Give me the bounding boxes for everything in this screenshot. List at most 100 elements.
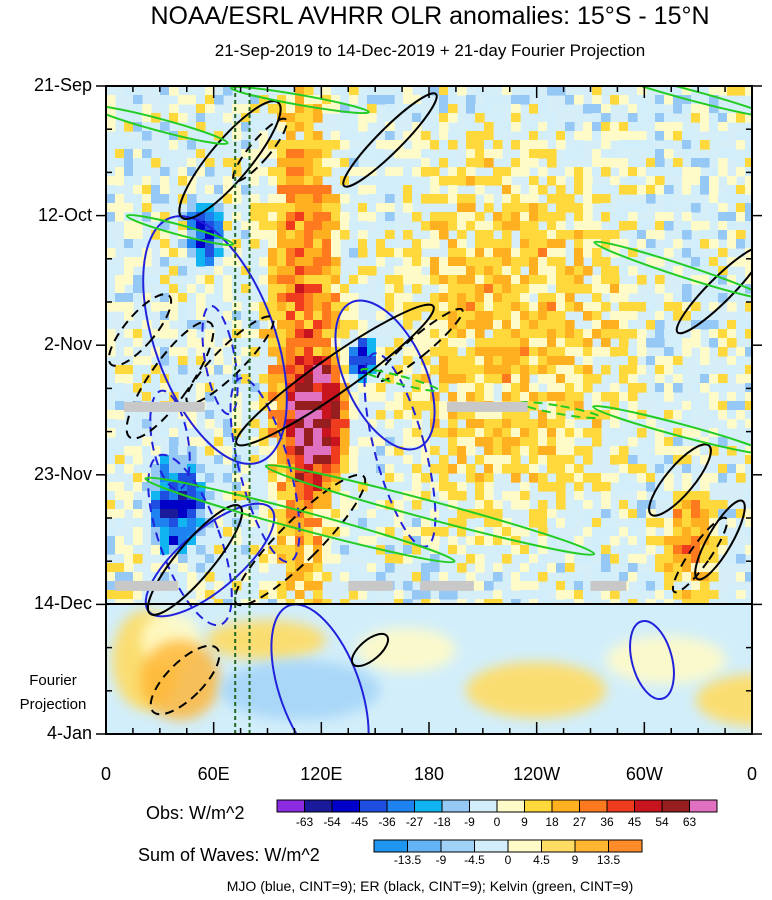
obs-cell (628, 563, 638, 573)
obs-cell (160, 482, 170, 492)
obs-cell (511, 599, 521, 604)
obs-cell (151, 212, 161, 222)
obs-cell (610, 266, 620, 276)
obs-cell (151, 365, 161, 375)
obs-cell (466, 221, 476, 231)
obs-cell (565, 518, 575, 528)
obs-cell (430, 275, 440, 285)
obs-cell (286, 113, 296, 123)
obs-cell (493, 95, 503, 105)
obs-cell (160, 419, 170, 429)
obs-cell (709, 167, 719, 177)
obs-cell (484, 491, 494, 501)
obs-cell (628, 599, 638, 604)
obs-cell (457, 518, 467, 528)
obs-cell (385, 374, 395, 384)
obs-cell (313, 455, 323, 465)
obs-cell (187, 482, 197, 492)
er-contour (342, 92, 438, 188)
obs-cell (592, 230, 602, 240)
obs-cell (565, 455, 575, 465)
obs-cell (412, 284, 422, 294)
obs-cell (160, 311, 170, 321)
obs-cell (295, 509, 305, 519)
obs-cell (187, 599, 197, 604)
obs-cell (520, 491, 530, 501)
obs-cell (556, 392, 566, 402)
obs-cell (619, 302, 629, 312)
obs-cell (142, 293, 152, 303)
obs-cell (115, 365, 125, 375)
obs-cell (547, 194, 557, 204)
obs-cell (520, 203, 530, 213)
mjo-contour (270, 603, 370, 734)
obs-cell (655, 320, 665, 330)
obs-cell (646, 500, 656, 510)
obs-cell (610, 122, 620, 132)
obs-cell (628, 518, 638, 528)
obs-cell (214, 95, 224, 105)
obs-cell (421, 518, 431, 528)
obs-cell (268, 509, 278, 519)
obs-cell (322, 221, 332, 231)
obs-cell (466, 572, 476, 582)
obs-cell (709, 113, 719, 123)
obs-cell (439, 140, 449, 150)
obs-cell (664, 599, 674, 604)
obs-cell (277, 365, 287, 375)
obs-cell (340, 383, 350, 393)
obs-cell (214, 455, 224, 465)
obs-cell (619, 572, 629, 582)
obs-cell (466, 536, 476, 546)
obs-cell (745, 455, 752, 465)
obs-cell (187, 338, 197, 348)
obs-cell (223, 545, 233, 555)
obs-cell (133, 383, 143, 393)
obs-cell (583, 122, 593, 132)
obs-cell (502, 275, 512, 285)
obs-cell (502, 203, 512, 213)
obs-cell (358, 176, 368, 186)
obs-cell (295, 347, 305, 357)
obs-cell (727, 104, 737, 114)
obs-cell (583, 500, 593, 510)
obs-cell (250, 320, 260, 330)
obs-cell (178, 563, 188, 573)
obs-cell (241, 428, 251, 438)
obs-cell (691, 509, 701, 519)
obs-cell (700, 590, 710, 600)
obs-cell (673, 86, 683, 96)
obs-cell (466, 545, 476, 555)
obs-cell (538, 140, 548, 150)
obs-cell (358, 185, 368, 195)
obs-cell (160, 149, 170, 159)
obs-cell (178, 266, 188, 276)
obs-cell (601, 167, 611, 177)
obs-cell (223, 176, 233, 186)
obs-cell (439, 338, 449, 348)
obs-cell (601, 194, 611, 204)
obs-cell (403, 257, 413, 267)
obs-cell (700, 104, 710, 114)
obs-cell (439, 329, 449, 339)
obs-cell (637, 419, 647, 429)
obs-cell (538, 257, 548, 267)
obs-cell (691, 158, 701, 168)
obs-cell (538, 590, 548, 600)
obs-cell (295, 95, 305, 105)
obs-cell (610, 536, 620, 546)
obs-cell (187, 581, 197, 591)
obs-cell (196, 140, 206, 150)
obs-cell (421, 527, 431, 537)
obs-cell (304, 185, 314, 195)
obs-cell (745, 518, 752, 528)
obs-cell (160, 293, 170, 303)
obs-cell (538, 365, 548, 375)
obs-cell (331, 518, 341, 528)
obs-cell (448, 293, 458, 303)
obs-cell (583, 527, 593, 537)
obs-cell (583, 221, 593, 231)
obs-cell (637, 185, 647, 195)
obs-cell (295, 572, 305, 582)
obs-cell (718, 293, 728, 303)
